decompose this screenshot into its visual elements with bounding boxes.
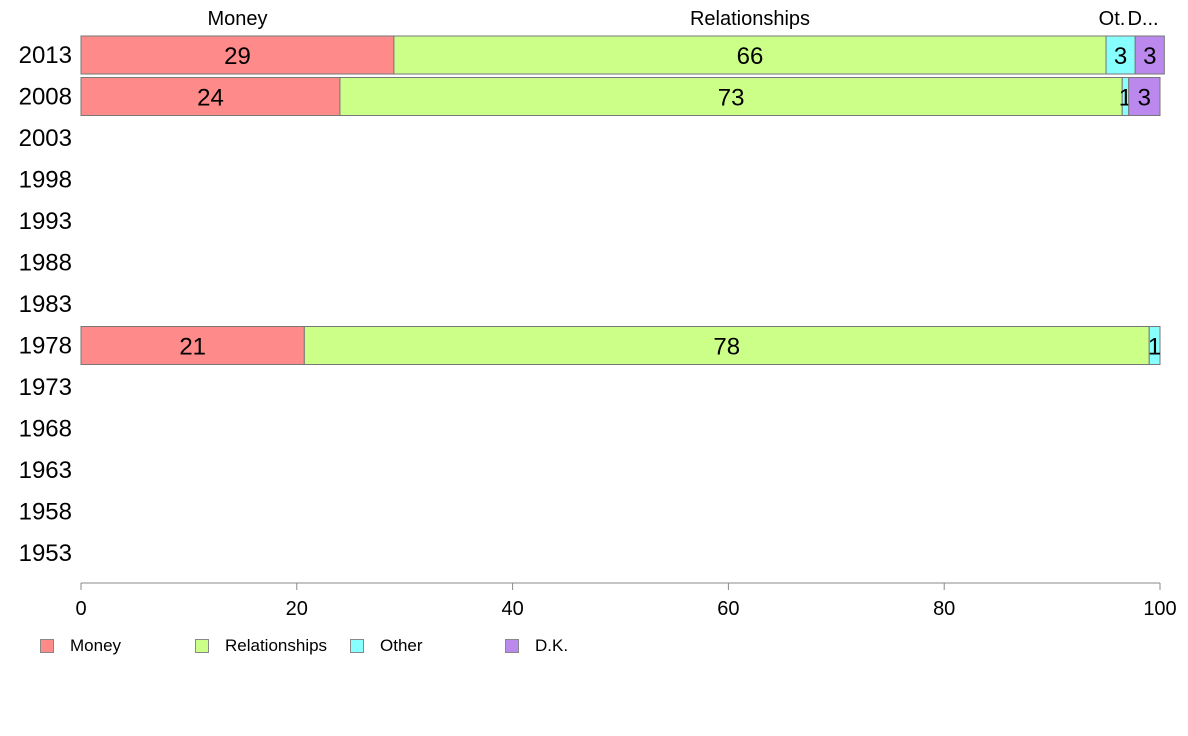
category-label-1993: 1993	[19, 208, 72, 235]
data-label-2008-3: 3	[1138, 85, 1151, 112]
data-label-1978-1: 78	[713, 334, 740, 361]
header-label-0: Money	[207, 8, 267, 30]
header-label-2: Ot.	[1099, 8, 1126, 30]
data-label-2008-1: 73	[718, 85, 745, 112]
category-label-1978: 1978	[19, 333, 72, 360]
data-label-2013-1: 66	[737, 43, 764, 70]
legend-item-relationships: Relationships	[195, 636, 327, 656]
data-label-1978-0: 21	[179, 334, 206, 361]
data-label-2013-2: 3	[1114, 43, 1127, 70]
category-label-2008: 2008	[19, 84, 72, 111]
category-label-1963: 1963	[19, 457, 72, 484]
category-label-1988: 1988	[19, 250, 72, 277]
legend-item-money: Money	[40, 636, 121, 656]
stacked-bar-chart: 2013200820031998199319881983197819731968…	[19, 8, 1177, 620]
legend-label-relationships: Relationships	[225, 636, 328, 655]
category-label-1953: 1953	[19, 540, 72, 567]
bar-1978-money	[80, 326, 305, 365]
category-label-2013: 2013	[19, 42, 72, 69]
legend-item-other: Other	[350, 636, 423, 656]
data-label-2008-0: 24	[197, 85, 224, 112]
bar-1978-other	[1148, 326, 1161, 365]
category-label-1968: 1968	[19, 416, 72, 443]
header-label-3: D...	[1127, 8, 1158, 30]
x-tick-label-80: 80	[933, 598, 955, 620]
category-label-2003: 2003	[19, 125, 72, 152]
category-label-1973: 1973	[19, 374, 72, 401]
legend-swatch-money	[40, 639, 54, 653]
header-label-1: Relationships	[690, 8, 810, 30]
legend-label-dk: D.K.	[535, 636, 569, 655]
category-label-1983: 1983	[19, 291, 72, 318]
category-label-1998: 1998	[19, 167, 72, 194]
legend: Money Relationships Other D.K.	[40, 636, 740, 658]
bar-2013-other	[1105, 35, 1136, 75]
bar-2008-relationships	[339, 77, 1123, 116]
x-tick-label-40: 40	[501, 598, 523, 620]
legend-swatch-relationships	[195, 639, 209, 653]
category-label-1958: 1958	[19, 499, 72, 526]
x-tick-label-100: 100	[1143, 598, 1176, 620]
bar-2013-money	[80, 35, 395, 75]
legend-swatch-other	[350, 639, 364, 653]
bar-2013-dk	[1134, 35, 1165, 75]
data-label-2013-0: 29	[224, 43, 251, 70]
bar-2008-money	[80, 77, 341, 116]
legend-label-other: Other	[380, 636, 423, 655]
legend-swatch-dk	[505, 639, 519, 653]
x-tick-label-0: 0	[75, 598, 86, 620]
legend-label-money: Money	[70, 636, 122, 655]
bar-2008-dk	[1128, 77, 1161, 116]
x-tick-label-60: 60	[717, 598, 739, 620]
bar-2013-relationships	[393, 35, 1107, 75]
x-tick-label-20: 20	[286, 598, 308, 620]
data-label-1978-2: 1	[1148, 334, 1161, 361]
bar-1978-relationships	[303, 326, 1150, 365]
legend-item-dk: D.K.	[505, 636, 568, 656]
data-label-2013-3: 3	[1143, 43, 1156, 70]
